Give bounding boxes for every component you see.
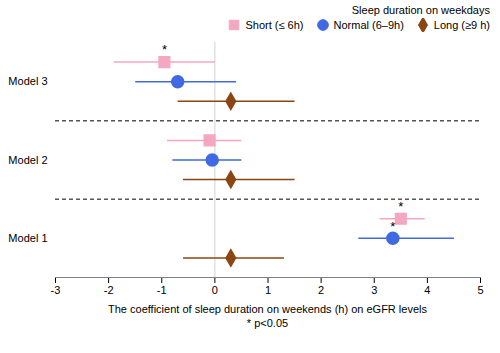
html-text:Normal (6–9h): Normal (6–9h) <box>333 19 404 31</box>
svg-text:-3: -3 <box>51 284 61 296</box>
svg-text:*: * <box>162 42 167 57</box>
html-text:The coefficient of sleep durat: The coefficient of sleep duration on wee… <box>108 303 427 330</box>
svg-text:Model 1: Model 1 <box>8 232 47 244</box>
svg-text:Model 2: Model 2 <box>8 154 47 166</box>
svg-text:*: * <box>390 218 395 233</box>
svg-text:-1: -1 <box>157 284 167 296</box>
svg-text:5: 5 <box>477 284 483 296</box>
svg-text:1: 1 <box>265 284 271 296</box>
svg-text:4: 4 <box>424 284 430 296</box>
svg-text:*: * <box>398 199 403 214</box>
html-text:Long (≥9 h): Long (≥9 h) <box>433 19 490 31</box>
svg-text:0: 0 <box>212 284 218 296</box>
svg-text:2: 2 <box>318 284 324 296</box>
svg-text:-2: -2 <box>104 284 114 296</box>
svg-text:Model 3: Model 3 <box>8 75 47 87</box>
html-text:Sleep duration on weekdays: Sleep duration on weekdays <box>351 4 490 16</box>
html-text:Short (≤ 6h): Short (≤ 6h) <box>245 19 304 31</box>
svg-text:3: 3 <box>371 284 377 296</box>
